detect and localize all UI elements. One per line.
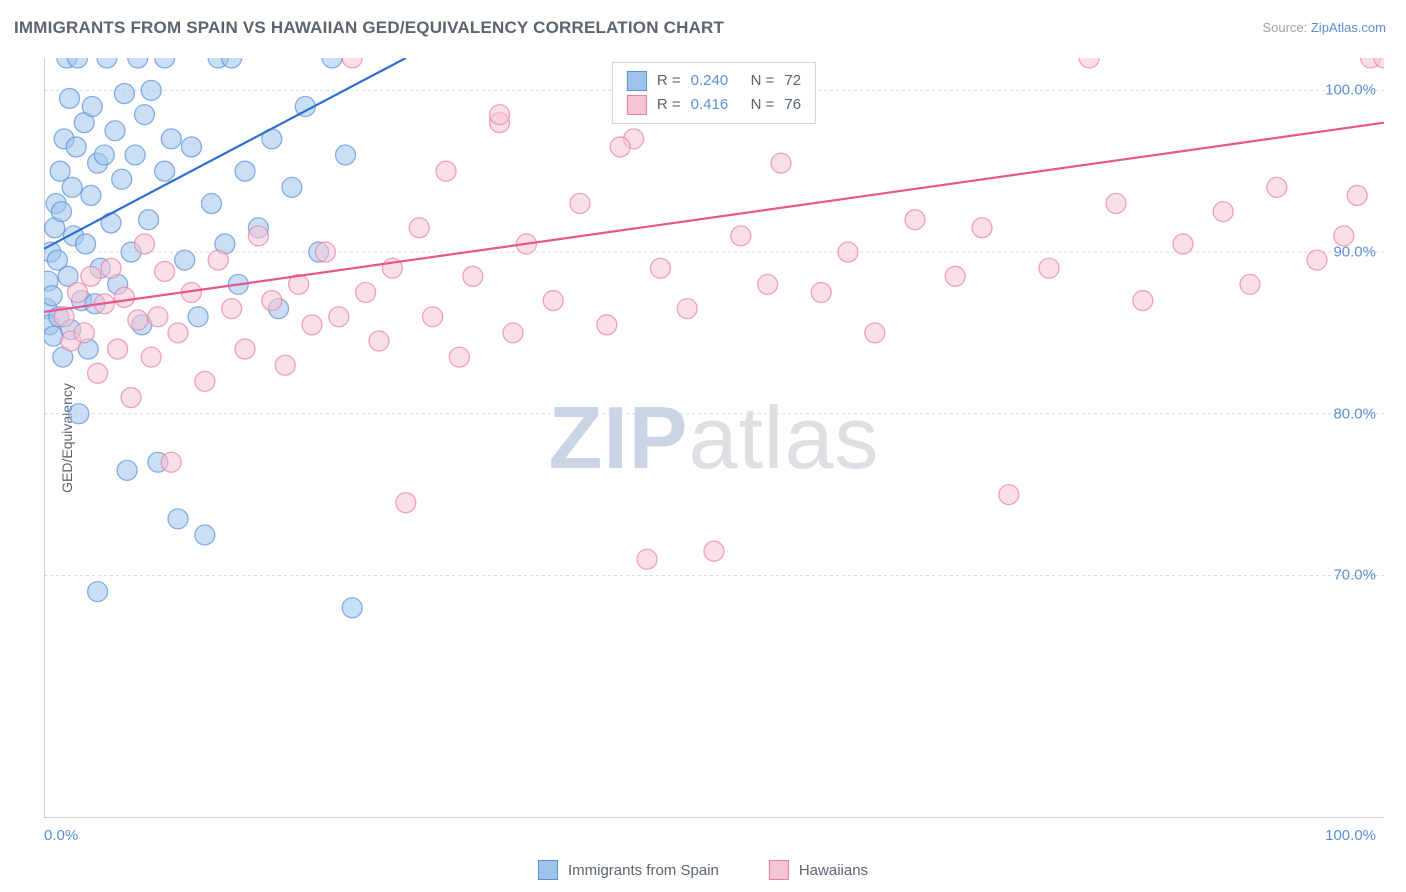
legend-label: Hawaiians	[799, 862, 868, 879]
y-tick-label: 80.0%	[1333, 405, 1376, 422]
chart-area: GED/Equivalency ZIPatlas R =0.240N =72R …	[44, 58, 1384, 818]
legend-swatch	[538, 860, 558, 880]
r-label: R =	[657, 93, 681, 117]
legend-item: Immigrants from Spain	[538, 860, 719, 880]
legend-item: Hawaiians	[769, 860, 868, 880]
n-value: 76	[784, 93, 801, 117]
n-label: N =	[751, 69, 775, 93]
rlegend-row: R = 0.416 N = 76	[627, 93, 801, 117]
chart-title: IMMIGRANTS FROM SPAIN VS HAWAIIAN GED/EQ…	[14, 18, 724, 38]
source-attribution: Source: ZipAtlas.com	[1262, 20, 1386, 35]
n-label: N =	[751, 93, 775, 117]
r-label: R =	[657, 69, 681, 93]
x-tick-max: 100.0%	[1325, 827, 1376, 844]
n-value: 72	[784, 69, 801, 93]
legend-label: Immigrants from Spain	[568, 862, 719, 879]
rlegend-swatch	[627, 71, 647, 91]
y-tick-label: 90.0%	[1333, 244, 1376, 261]
y-tick-label: 100.0%	[1325, 82, 1376, 99]
rlegend-row: R = 0.240 N = 72	[627, 69, 801, 93]
scatter-plot	[44, 58, 1384, 818]
x-tick-min: 0.0%	[44, 827, 78, 844]
y-tick-label: 70.0%	[1333, 567, 1376, 584]
rlegend-swatch	[627, 95, 647, 115]
source-prefix: Source:	[1262, 20, 1310, 35]
correlation-legend: R = 0.240 N = 72 R = 0.416 N = 76	[612, 62, 816, 124]
legend-swatch	[769, 860, 789, 880]
r-value: 0.416	[691, 93, 741, 117]
r-value: 0.240	[691, 69, 741, 93]
source-link[interactable]: ZipAtlas.com	[1311, 20, 1386, 35]
series-legend: Immigrants from Spain Hawaiians	[538, 860, 868, 880]
